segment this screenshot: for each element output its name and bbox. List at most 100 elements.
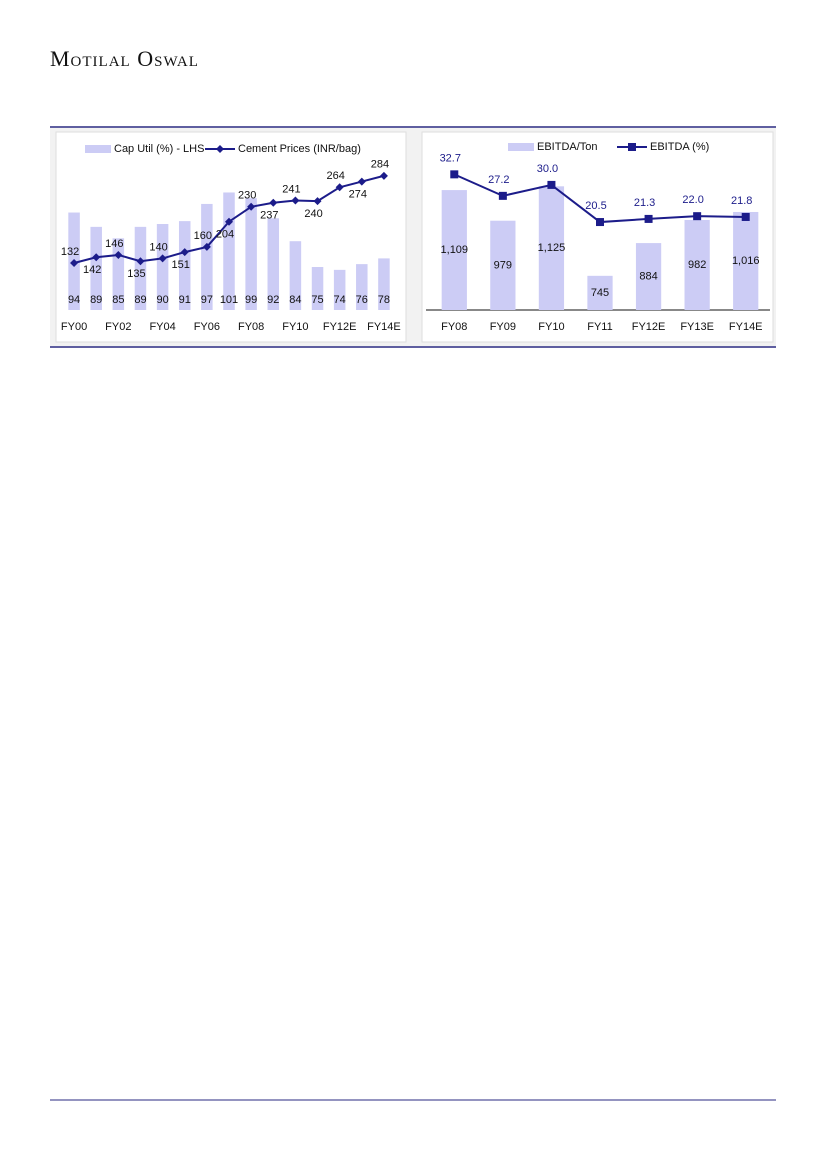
bar bbox=[538, 186, 565, 310]
bar bbox=[289, 241, 302, 310]
line-marker bbox=[114, 250, 123, 259]
line-marker bbox=[136, 257, 145, 266]
line-value-label: 274 bbox=[349, 188, 367, 200]
line-value-label: 140 bbox=[149, 241, 167, 253]
line-marker bbox=[313, 197, 322, 206]
bar bbox=[245, 198, 257, 310]
bar bbox=[356, 264, 368, 310]
legend-label: Cap Util (%) - LHS bbox=[114, 143, 204, 155]
line-value-label: 230 bbox=[238, 190, 256, 202]
bar bbox=[267, 218, 280, 310]
bar bbox=[684, 219, 710, 310]
bar-value-label: 76 bbox=[356, 294, 368, 306]
line-marker bbox=[450, 170, 459, 179]
bar-value-label: 85 bbox=[112, 294, 124, 306]
line-marker bbox=[547, 180, 556, 189]
bar-value-label: 745 bbox=[591, 287, 609, 299]
brand: Motilal Oswal bbox=[50, 46, 199, 71]
bar bbox=[178, 221, 191, 310]
line-value-label: 21.3 bbox=[634, 197, 655, 209]
line-value-label: 20.5 bbox=[585, 200, 606, 212]
line-value-label: 160 bbox=[194, 230, 212, 242]
bar-value-label: 1,016 bbox=[732, 255, 760, 267]
line-marker bbox=[225, 217, 233, 226]
x-tick-label: FY04 bbox=[149, 321, 175, 333]
x-tick-label: FY09 bbox=[490, 321, 516, 333]
x-tick-label: FY14E bbox=[367, 321, 401, 333]
x-tick-label: FY10 bbox=[282, 321, 308, 333]
legend-swatch bbox=[508, 143, 534, 151]
line-marker bbox=[70, 258, 79, 267]
bar-value-label: 94 bbox=[68, 294, 80, 306]
bar bbox=[134, 226, 147, 310]
bar-value-label: 884 bbox=[639, 270, 657, 282]
line-marker bbox=[335, 183, 344, 192]
line-value-label: 204 bbox=[216, 229, 234, 241]
bar bbox=[223, 192, 235, 310]
legend-swatch bbox=[85, 145, 111, 153]
bar-value-label: 78 bbox=[378, 294, 390, 306]
bar-value-label: 1,125 bbox=[538, 242, 566, 254]
line-marker bbox=[644, 214, 653, 223]
bar-value-label: 101 bbox=[220, 294, 238, 306]
line-value-label: 27.2 bbox=[488, 174, 509, 186]
line-value-label: 237 bbox=[260, 210, 278, 222]
line-value-label: 240 bbox=[304, 208, 322, 220]
line-value-label: 151 bbox=[172, 259, 190, 271]
legend-label: Cement Prices (INR/bag) bbox=[238, 143, 361, 155]
line-marker bbox=[158, 254, 167, 263]
bar bbox=[90, 226, 102, 310]
line-marker bbox=[202, 242, 211, 251]
bar-value-label: 90 bbox=[156, 294, 168, 306]
legend-label: EBITDA/Ton bbox=[537, 141, 598, 153]
line-marker bbox=[216, 145, 224, 153]
line-value-label: 142 bbox=[83, 264, 101, 276]
line-marker bbox=[693, 212, 702, 221]
bar bbox=[490, 220, 516, 310]
bar bbox=[311, 267, 324, 310]
bar bbox=[587, 275, 613, 310]
line-marker bbox=[596, 218, 604, 227]
bar bbox=[378, 258, 390, 310]
line-marker bbox=[741, 212, 750, 221]
bar-value-label: 97 bbox=[201, 294, 213, 306]
line-value-label: 146 bbox=[105, 238, 123, 250]
line-marker bbox=[379, 171, 388, 180]
line-value-label: 241 bbox=[282, 183, 300, 195]
bar bbox=[635, 243, 662, 310]
bar-value-label: 979 bbox=[494, 259, 512, 271]
line-marker bbox=[498, 191, 507, 200]
bar-value-label: 91 bbox=[179, 294, 191, 306]
bar bbox=[733, 211, 759, 310]
bar-value-label: 84 bbox=[289, 294, 301, 306]
bar-value-label: 89 bbox=[90, 294, 102, 306]
line-marker bbox=[247, 202, 256, 211]
bar bbox=[441, 190, 467, 310]
x-tick-label: FY13E bbox=[680, 321, 714, 333]
line-value-label: 22.0 bbox=[682, 194, 703, 206]
bar bbox=[201, 203, 213, 310]
line-value-label: 132 bbox=[61, 246, 79, 258]
line-value-label: 284 bbox=[371, 159, 389, 171]
bar-value-label: 1,109 bbox=[441, 244, 469, 256]
bar bbox=[112, 238, 125, 310]
x-tick-label: FY00 bbox=[61, 321, 87, 333]
bar-value-label: 92 bbox=[267, 294, 279, 306]
x-tick-label: FY11 bbox=[587, 321, 612, 333]
x-tick-label: FY12E bbox=[632, 321, 666, 333]
line-marker bbox=[180, 248, 189, 257]
line-value-label: 32.7 bbox=[440, 152, 461, 164]
line-value-label: 30.0 bbox=[537, 163, 558, 175]
bar bbox=[333, 269, 346, 310]
bar-value-label: 89 bbox=[134, 294, 146, 306]
line-value-label: 264 bbox=[326, 170, 344, 182]
x-tick-label: FY06 bbox=[194, 321, 220, 333]
bar-value-label: 982 bbox=[688, 259, 706, 271]
x-tick-label: FY14E bbox=[729, 321, 763, 333]
x-tick-label: FY12E bbox=[323, 321, 357, 333]
line-marker bbox=[92, 253, 101, 262]
bar-value-label: 99 bbox=[245, 294, 257, 306]
line-value-label: 135 bbox=[127, 268, 145, 280]
